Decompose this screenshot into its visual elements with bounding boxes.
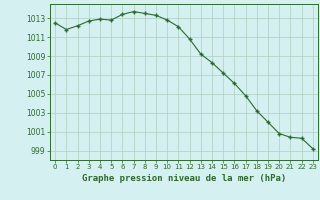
X-axis label: Graphe pression niveau de la mer (hPa): Graphe pression niveau de la mer (hPa) [82, 174, 286, 183]
